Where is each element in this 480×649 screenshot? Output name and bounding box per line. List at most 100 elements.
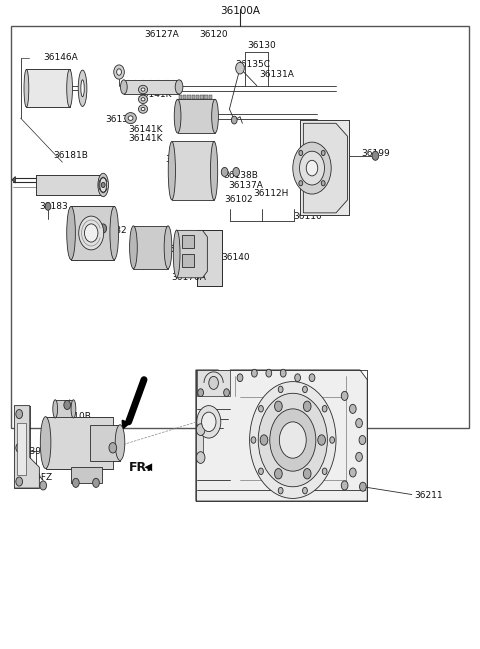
Circle shape <box>236 62 244 74</box>
Ellipse shape <box>53 400 58 418</box>
Ellipse shape <box>138 105 148 113</box>
Bar <box>197 370 230 396</box>
Bar <box>172 141 214 200</box>
Bar <box>200 95 204 99</box>
Ellipse shape <box>120 80 127 94</box>
Circle shape <box>197 406 221 438</box>
Circle shape <box>372 151 379 160</box>
Text: 36120: 36120 <box>199 30 228 39</box>
Ellipse shape <box>174 99 181 133</box>
Ellipse shape <box>173 230 180 278</box>
Bar <box>36 175 102 195</box>
Text: 36143: 36143 <box>169 184 198 193</box>
Text: 36141K: 36141K <box>129 134 163 143</box>
Circle shape <box>224 389 229 397</box>
Circle shape <box>40 481 47 490</box>
Circle shape <box>318 435 325 445</box>
Circle shape <box>259 406 264 412</box>
Text: 1339CC: 1339CC <box>19 447 55 456</box>
Text: 36102: 36102 <box>225 195 253 204</box>
Circle shape <box>233 167 240 177</box>
Ellipse shape <box>98 173 108 197</box>
Bar <box>90 425 120 461</box>
Circle shape <box>302 487 307 494</box>
Polygon shape <box>303 123 348 213</box>
Circle shape <box>237 374 243 382</box>
Circle shape <box>45 202 51 210</box>
Text: 36110B: 36110B <box>57 412 92 421</box>
Circle shape <box>295 374 300 382</box>
Circle shape <box>101 182 105 188</box>
Circle shape <box>196 424 205 435</box>
Circle shape <box>300 151 324 185</box>
Circle shape <box>303 401 311 411</box>
Bar <box>124 80 179 94</box>
Bar <box>55 400 73 418</box>
Ellipse shape <box>78 70 87 106</box>
Circle shape <box>280 369 286 377</box>
Text: 36137A: 36137A <box>228 181 263 190</box>
Circle shape <box>251 437 256 443</box>
Bar <box>26 69 70 107</box>
Text: 36170: 36170 <box>86 237 115 246</box>
Ellipse shape <box>67 206 75 260</box>
Circle shape <box>359 435 366 445</box>
Bar <box>204 95 208 99</box>
Circle shape <box>16 410 23 419</box>
Text: 36211: 36211 <box>414 491 443 500</box>
Text: 36170A: 36170A <box>171 273 206 282</box>
Text: 36130: 36130 <box>247 41 276 50</box>
Text: 36110: 36110 <box>294 212 323 221</box>
Ellipse shape <box>138 86 148 93</box>
Ellipse shape <box>67 69 72 107</box>
Bar <box>46 417 113 469</box>
Text: 36112H: 36112H <box>253 189 289 198</box>
Text: 36141K: 36141K <box>137 90 171 99</box>
Bar <box>11 26 469 428</box>
Text: 36141K: 36141K <box>129 125 163 134</box>
Ellipse shape <box>175 80 183 94</box>
Circle shape <box>321 180 325 186</box>
Ellipse shape <box>212 99 218 133</box>
Circle shape <box>72 478 79 487</box>
Polygon shape <box>12 177 15 183</box>
Bar <box>17 423 26 475</box>
Ellipse shape <box>168 141 176 200</box>
Circle shape <box>114 65 124 79</box>
Text: 36199: 36199 <box>361 149 390 158</box>
Circle shape <box>260 435 268 445</box>
Polygon shape <box>300 120 349 215</box>
Text: 36150: 36150 <box>153 245 181 254</box>
Circle shape <box>196 452 205 463</box>
Bar <box>71 206 114 260</box>
Text: 36135C: 36135C <box>235 60 270 69</box>
Circle shape <box>321 151 325 156</box>
Text: 36145: 36145 <box>169 171 198 180</box>
Circle shape <box>250 382 336 498</box>
Polygon shape <box>177 230 207 278</box>
Circle shape <box>64 400 71 410</box>
Ellipse shape <box>141 98 145 101</box>
Circle shape <box>341 481 348 490</box>
Circle shape <box>303 469 311 479</box>
Ellipse shape <box>110 206 119 260</box>
Circle shape <box>278 386 283 393</box>
Text: 36139: 36139 <box>106 115 134 124</box>
Text: FR.: FR. <box>129 461 152 474</box>
Circle shape <box>93 478 99 487</box>
Ellipse shape <box>115 424 125 461</box>
Circle shape <box>330 437 335 443</box>
Bar <box>178 99 215 133</box>
Ellipse shape <box>130 226 137 269</box>
Circle shape <box>356 419 362 428</box>
Circle shape <box>100 224 107 233</box>
Text: 36181D: 36181D <box>39 178 75 188</box>
Text: 36182: 36182 <box>98 226 127 235</box>
Circle shape <box>198 389 204 397</box>
Ellipse shape <box>84 224 98 242</box>
Circle shape <box>117 69 121 75</box>
Circle shape <box>279 422 306 458</box>
Circle shape <box>302 386 307 393</box>
Bar <box>71 467 102 483</box>
Circle shape <box>259 468 264 474</box>
